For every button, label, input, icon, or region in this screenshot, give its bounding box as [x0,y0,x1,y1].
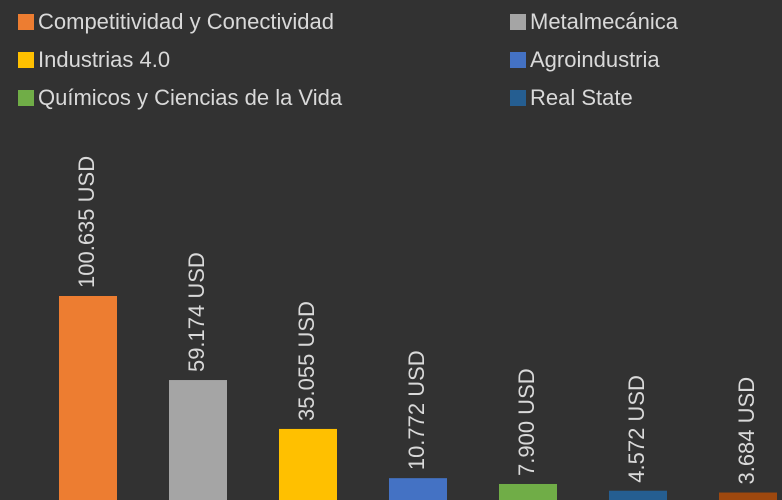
bar [499,483,557,500]
value-label: 100.635 USD [74,156,99,288]
value-label: 10.772 USD [404,350,429,470]
legend-label: Agroindustria [530,47,660,72]
legend-label: Real State [530,85,633,110]
legend-label: Competitividad y Conectividad [38,9,334,34]
value-label: 59.174 USD [184,252,209,372]
value-label: 35.055 USD [294,301,319,421]
bar [279,428,337,500]
value-label: 3.684 USD [734,377,759,485]
legend-swatch [510,14,526,30]
legend-swatch [18,90,34,106]
legend-swatch [18,14,34,30]
legend-label: Metalmecánica [530,9,679,34]
bar [389,478,447,500]
legend-label: Industrias 4.0 [38,47,170,72]
value-label: 4.572 USD [624,375,649,483]
bar [59,296,117,500]
legend-label: Químicos y Ciencias de la Vida [38,85,343,110]
bar [609,490,667,500]
bar [719,492,777,500]
legend-swatch [510,90,526,106]
bar [169,380,227,500]
legend-swatch [18,52,34,68]
legend-swatch [510,52,526,68]
value-label: 7.900 USD [514,368,539,476]
